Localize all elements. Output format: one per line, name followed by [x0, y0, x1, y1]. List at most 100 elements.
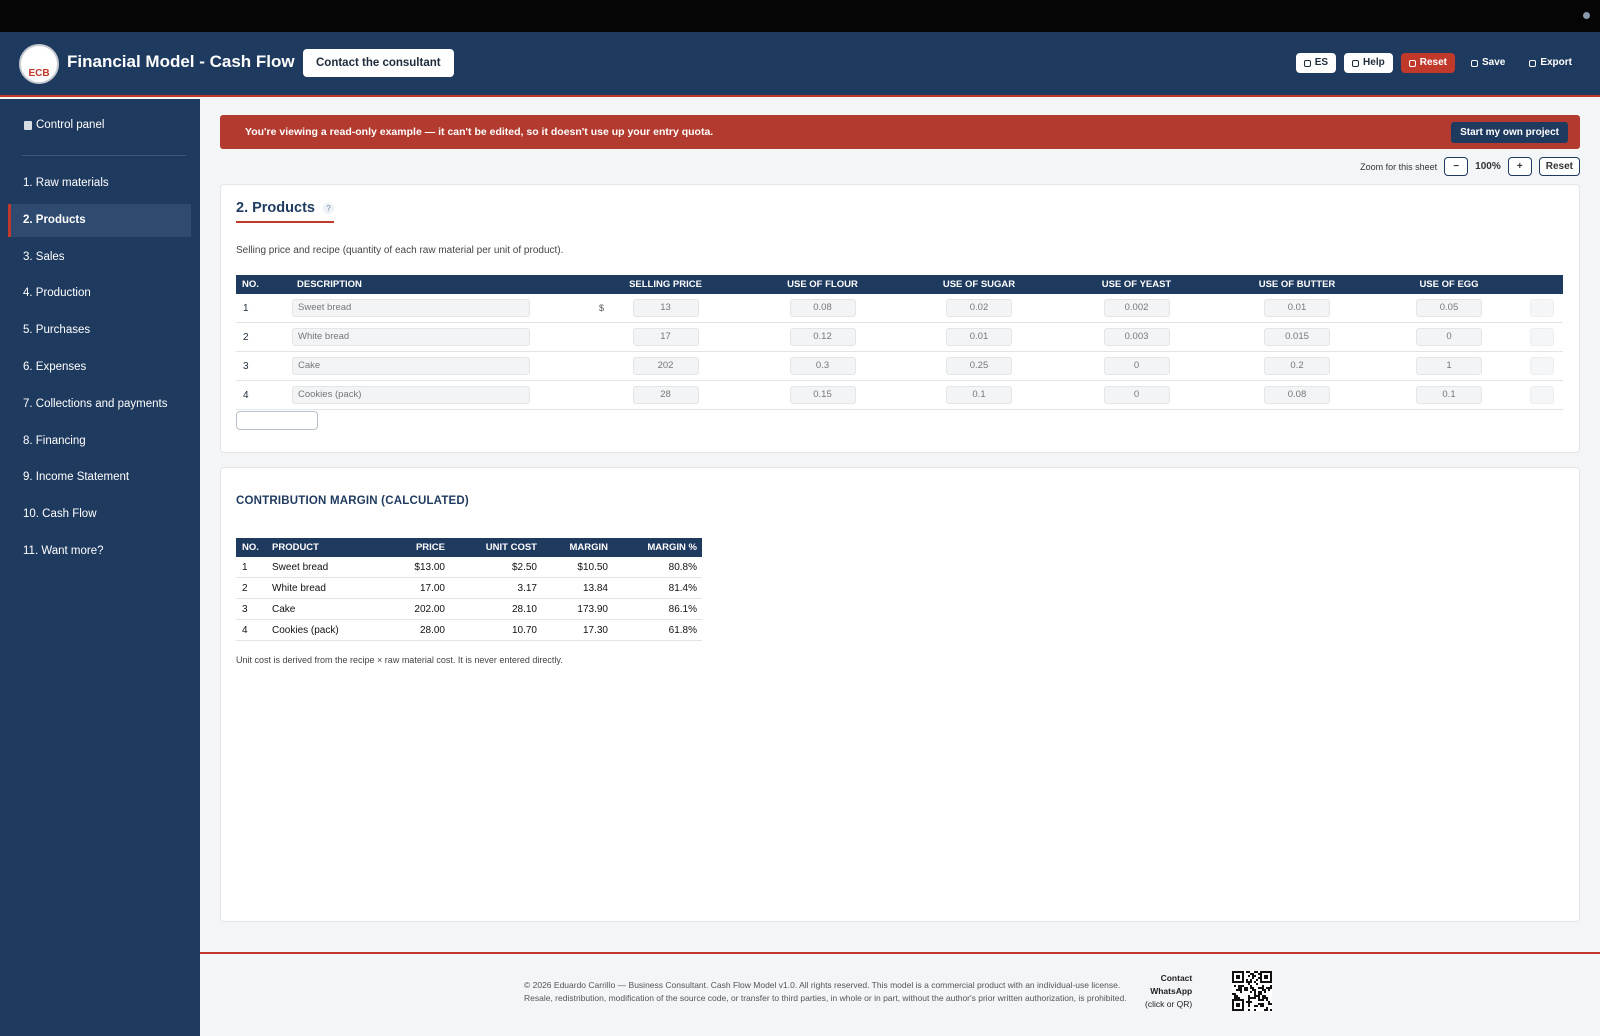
- cell: 1: [1378, 352, 1520, 381]
- column-header: NO.: [236, 538, 266, 557]
- nav-item[interactable]: 6. Expenses: [23, 361, 87, 373]
- cell: [1520, 352, 1563, 381]
- number-input[interactable]: 0.05: [1416, 299, 1482, 317]
- control-panel-link[interactable]: Control panel: [24, 119, 104, 131]
- nav-item[interactable]: 3. Sales: [23, 250, 65, 263]
- number-input[interactable]: 0: [1416, 328, 1482, 346]
- number-input[interactable]: 0: [1103, 386, 1170, 404]
- nav-item[interactable]: 2. Products: [8, 203, 191, 237]
- number-input[interactable]: 0.2: [1264, 357, 1330, 375]
- whatsapp-contact[interactable]: Contact WhatsApp (click or QR): [1145, 972, 1192, 1011]
- qr-module: [1246, 989, 1248, 991]
- zoom-controls: Zoom for this sheet − 100% + Reset: [1360, 157, 1580, 176]
- header-button[interactable]: ES: [1295, 53, 1337, 73]
- number-input[interactable]: 0.12: [789, 328, 856, 346]
- number-input[interactable]: 0.015: [1264, 328, 1330, 346]
- column-header: MARGIN: [542, 538, 613, 557]
- number-input[interactable]: 0.08: [1264, 386, 1330, 404]
- number-input[interactable]: 0.25: [946, 357, 1012, 375]
- nav-item[interactable]: 4. Production: [23, 287, 91, 300]
- header-button[interactable]: Reset: [1400, 53, 1455, 73]
- qr-module: [1248, 981, 1250, 983]
- qr-module: [1268, 1003, 1270, 1005]
- zoom-reset[interactable]: Reset: [1538, 157, 1580, 176]
- number-input[interactable]: 0.08: [789, 299, 856, 317]
- description-input[interactable]: Cookies (pack): [292, 386, 530, 404]
- zoom-out[interactable]: −: [1444, 157, 1469, 176]
- number-input[interactable]: 0.01: [1264, 299, 1330, 317]
- contact-button[interactable]: Contact the consultant: [303, 49, 454, 77]
- number-input[interactable]: 0.1: [1416, 386, 1482, 404]
- header-button[interactable]: Save: [1463, 53, 1513, 73]
- nav-item[interactable]: 1. Raw materials: [23, 177, 109, 189]
- cell: 61.8%: [613, 620, 702, 641]
- cell: 0.05: [1378, 294, 1520, 323]
- number-input[interactable]: 0.15: [789, 386, 856, 404]
- qr-module: [1254, 997, 1256, 999]
- number-input[interactable]: 13: [632, 299, 699, 317]
- nav-item[interactable]: 11. Want more?: [23, 545, 104, 557]
- column-header: DESCRIPTION: [291, 275, 587, 294]
- zoom-in[interactable]: +: [1507, 157, 1532, 176]
- nav-item[interactable]: 10. Cash Flow: [23, 508, 97, 521]
- qr-code[interactable]: [1232, 971, 1272, 1011]
- qr-module: [1234, 993, 1236, 995]
- help-icon[interactable]: ?: [322, 202, 334, 214]
- number-input[interactable]: 28: [632, 386, 699, 404]
- number-input[interactable]: 0.002: [1103, 299, 1170, 317]
- qr-module: [1252, 997, 1254, 999]
- number-input[interactable]: 1: [1416, 357, 1482, 375]
- number-input[interactable]: 0.01: [946, 328, 1012, 346]
- cell: $2.50: [450, 557, 542, 578]
- number-input[interactable]: 0.02: [946, 299, 1012, 317]
- cell: Sweet bread: [266, 557, 378, 578]
- cell: 2: [236, 578, 266, 599]
- start-project-button[interactable]: Start my own project: [1451, 122, 1568, 143]
- nav-item[interactable]: 7. Collections and payments: [23, 397, 168, 410]
- qr-module: [1260, 987, 1262, 989]
- qr-module: [1238, 987, 1240, 989]
- logo[interactable]: ECB: [19, 44, 59, 84]
- number-input[interactable]: 0: [1103, 357, 1170, 375]
- delete-row-button[interactable]: [1529, 357, 1554, 375]
- cell: Cookies (pack): [291, 381, 587, 410]
- sidebar: Control panel 1. Raw materials 2. Product…: [0, 99, 200, 1036]
- qr-module: [1262, 985, 1264, 987]
- delete-row-button[interactable]: [1529, 328, 1554, 346]
- cell: 0: [1057, 381, 1216, 410]
- cell: 0: [1057, 352, 1216, 381]
- nav-item[interactable]: 5. Purchases: [23, 324, 91, 337]
- nav-item[interactable]: 8. Financing: [23, 434, 86, 447]
- header-button[interactable]: Export: [1521, 53, 1580, 73]
- add-row-button[interactable]: [236, 411, 318, 430]
- row-number: 3: [236, 352, 291, 381]
- icon: [1408, 59, 1416, 67]
- number-input[interactable]: 0.1: [946, 386, 1012, 404]
- qr-module: [1234, 995, 1236, 997]
- column-header: [1520, 275, 1563, 294]
- qr-module: [1260, 991, 1262, 993]
- qr-module: [1244, 987, 1246, 989]
- number-input[interactable]: 17: [632, 328, 699, 346]
- footer-line: Resale, redistribution, modification of …: [524, 993, 1127, 1003]
- cell: 28.10: [450, 599, 542, 620]
- qr-module: [1252, 975, 1254, 977]
- description-input[interactable]: Cake: [292, 357, 530, 375]
- number-input[interactable]: 0.003: [1103, 328, 1170, 346]
- delete-row-button[interactable]: [1529, 299, 1554, 317]
- qr-module: [1270, 1009, 1272, 1011]
- qr-module: [1270, 985, 1272, 987]
- button-label: Reset: [1419, 57, 1447, 68]
- qr-module: [1254, 971, 1256, 973]
- description-input[interactable]: White bread: [292, 328, 530, 346]
- description-input[interactable]: Sweet bread: [292, 299, 530, 317]
- header-button[interactable]: Help: [1344, 53, 1393, 73]
- number-input[interactable]: 202: [632, 357, 699, 375]
- qr-module: [1260, 1003, 1262, 1005]
- products-table: NO. DESCRIPTION SELLING PRICE USE OF FLOUR U…: [236, 275, 1563, 410]
- delete-row-button[interactable]: [1529, 386, 1554, 404]
- number-input[interactable]: 0.3: [789, 357, 856, 375]
- qr-module: [1240, 985, 1242, 987]
- nav-item[interactable]: 9. Income Statement: [23, 471, 130, 484]
